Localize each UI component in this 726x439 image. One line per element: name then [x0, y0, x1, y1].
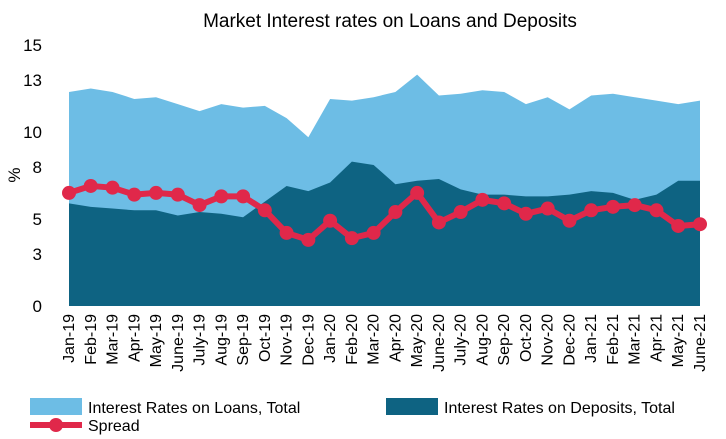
spread-line [62, 178, 707, 247]
y-tick-label: 10 [23, 123, 42, 142]
legend-label-deposits: Interest Rates on Deposits, Total [444, 400, 675, 417]
spread-point [627, 198, 642, 213]
x-tick-label: Jan-21 [583, 314, 600, 363]
spread-point [410, 185, 425, 200]
spread-point [127, 187, 142, 202]
x-tick-label: Feb-20 [344, 314, 361, 365]
x-tick-label: Apr-19 [126, 314, 143, 362]
x-tick-label: Mar-21 [627, 314, 644, 365]
x-tick-label: Oct-20 [518, 314, 535, 362]
spread-point [257, 203, 272, 218]
spread-point [671, 218, 686, 233]
legend: Interest Rates on Loans, Total Interest R… [30, 398, 675, 435]
y-tick-label: 3 [33, 245, 42, 264]
legend-marker-spread [49, 418, 63, 432]
legend-swatch-loans [30, 398, 82, 415]
y-tick-label: 15 [23, 36, 42, 55]
x-tick-label: June-21 [692, 314, 709, 372]
x-tick-label: Nov-19 [279, 314, 296, 366]
x-tick-label: Sep-19 [235, 314, 252, 366]
legend-swatch-deposits [386, 398, 438, 415]
y-tick-label: 0 [33, 297, 42, 316]
y-tick-label: 13 [23, 71, 42, 90]
y-tick-label: 5 [33, 210, 42, 229]
spread-point [301, 232, 316, 247]
spread-point [83, 178, 98, 193]
x-ticks: Jan-19 Feb-19 Mar-19 Apr-19 May-19 June-19 Jul… [61, 314, 709, 372]
spread-point [584, 203, 599, 218]
x-tick-label: July-19 [192, 314, 209, 366]
area-deposits [69, 161, 700, 306]
spread-point [62, 185, 76, 200]
x-tick-label: Jan-20 [322, 314, 339, 363]
y-axis-label: % [5, 167, 24, 182]
y-tick-label: 8 [33, 158, 42, 177]
spread-point [693, 217, 707, 232]
spread-point [605, 199, 620, 214]
spread-point [279, 225, 294, 240]
spread-point [236, 189, 251, 204]
spread-point [323, 213, 338, 228]
x-tick-label: Apr-20 [387, 314, 404, 362]
spread-point [170, 187, 185, 202]
x-tick-label: Sep-20 [496, 314, 513, 366]
plot-areas [69, 74, 700, 306]
spread-point [192, 198, 207, 213]
spread-point [105, 180, 120, 195]
x-tick-label: Nov-20 [540, 314, 557, 366]
spread-point [453, 205, 468, 220]
x-tick-label: Aug-20 [474, 314, 491, 366]
x-tick-label: Apr-21 [648, 314, 665, 362]
legend-label-loans: Interest Rates on Loans, Total [88, 400, 300, 417]
x-tick-label: Oct-19 [257, 314, 274, 362]
spread-point [149, 185, 164, 200]
spread-point [344, 231, 359, 246]
spread-point [431, 215, 446, 230]
spread-point [475, 192, 490, 207]
spread-point [649, 203, 664, 218]
x-tick-label: June-19 [170, 314, 187, 372]
y-ticks: 0 3 5 8 10 13 15 [23, 36, 42, 316]
spread-point [214, 189, 229, 204]
spread-point [562, 213, 577, 228]
x-tick-label: Feb-21 [605, 314, 622, 365]
x-tick-label: May-19 [148, 314, 165, 367]
x-tick-label: Aug-19 [213, 314, 230, 366]
spread-point [518, 206, 533, 221]
spread-point [540, 201, 555, 216]
x-tick-label: Mar-19 [105, 314, 122, 365]
x-tick-label: May-21 [670, 314, 687, 367]
x-tick-label: May-20 [409, 314, 426, 367]
x-tick-label: June-20 [431, 314, 448, 372]
spread-point [366, 225, 381, 240]
x-tick-label: Mar-20 [366, 314, 383, 365]
legend-label-spread: Spread [88, 418, 140, 435]
x-tick-label: Feb-19 [83, 314, 100, 365]
x-tick-label: Dec-20 [561, 314, 578, 366]
x-tick-label: Jan-19 [61, 314, 78, 363]
chart-title: Market Interest rates on Loans and Depos… [203, 11, 577, 32]
x-tick-label: Dec-19 [300, 314, 317, 366]
x-tick-label: July-20 [453, 314, 470, 366]
spread-point [497, 196, 512, 211]
spread-point [388, 205, 403, 220]
